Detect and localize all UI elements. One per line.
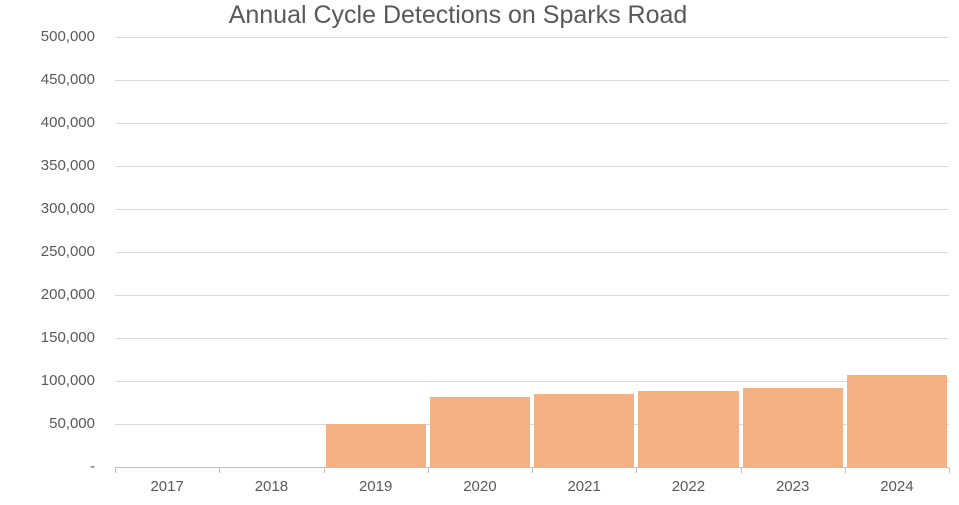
- chart-title: Annual Cycle Detections on Sparks Road: [228, 1, 688, 29]
- y-axis-tick-label: 250,000: [40, 243, 95, 260]
- y-axis-tick-label: 50,000: [49, 415, 95, 432]
- x-axis-tick-label: 2022: [671, 478, 706, 495]
- bar-2024: [846, 374, 947, 467]
- gridline: [115, 209, 949, 210]
- gridline: [115, 123, 949, 124]
- bar-2020: [429, 397, 530, 467]
- bar-2021: [534, 393, 635, 467]
- x-axis-tick: [324, 468, 325, 473]
- gridline: [115, 166, 949, 167]
- x-axis-tick: [949, 468, 950, 473]
- x-axis-tick-label: 2018: [254, 478, 289, 495]
- y-axis-tick-label: 200,000: [40, 286, 95, 303]
- x-axis-tick-label: 2024: [880, 478, 914, 495]
- gridline: [115, 424, 949, 425]
- x-axis-tick: [219, 468, 220, 473]
- gridline: [115, 338, 949, 339]
- y-axis-tick-label: -: [90, 458, 95, 475]
- x-axis-tick: [845, 468, 846, 473]
- y-axis-tick-label: 400,000: [40, 114, 95, 131]
- x-axis-tick: [115, 468, 116, 473]
- x-axis-line: [115, 467, 949, 468]
- x-axis-tick-label: 2023: [775, 478, 810, 495]
- x-axis-tick: [636, 468, 637, 473]
- y-axis-tick-label: 350,000: [40, 157, 95, 174]
- gridline: [115, 80, 949, 81]
- bar-2022: [638, 391, 739, 467]
- y-axis-tick-label: 100,000: [40, 372, 95, 389]
- x-axis-tick-label: 2019: [358, 478, 393, 495]
- bar-2019: [325, 423, 426, 467]
- bar-2023: [742, 387, 843, 467]
- y-axis-tick-label: 500,000: [40, 28, 95, 45]
- gridline: [115, 381, 949, 382]
- y-axis-tick-label: 150,000: [40, 329, 95, 346]
- x-axis-tick: [532, 468, 533, 473]
- gridline: [115, 295, 949, 296]
- y-axis-tick-label: 450,000: [40, 71, 95, 88]
- gridline: [115, 252, 949, 253]
- gridline: [115, 37, 949, 38]
- x-axis-tick-label: 2017: [150, 478, 184, 495]
- x-axis-tick-label: 2021: [567, 478, 601, 495]
- x-axis-tick: [428, 468, 429, 473]
- x-axis-tick: [741, 468, 742, 473]
- y-axis-tick-label: 300,000: [40, 200, 95, 217]
- x-axis-tick-label: 2020: [463, 478, 497, 495]
